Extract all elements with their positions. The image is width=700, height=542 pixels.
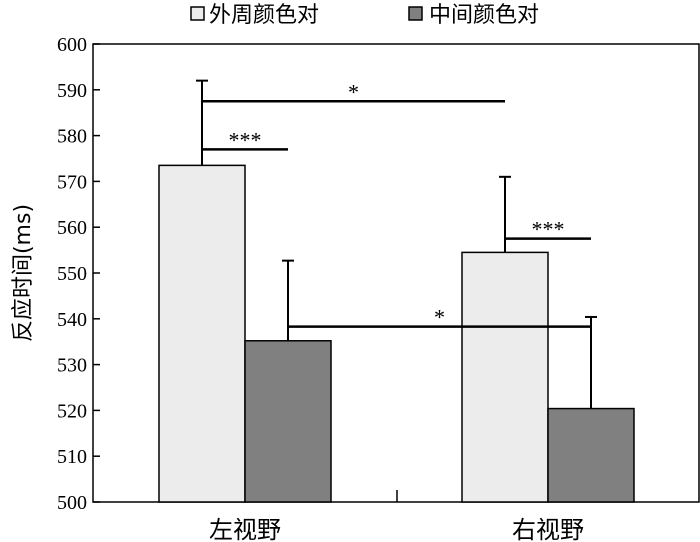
bar-middle-1 [547, 407, 635, 503]
legend-label-middle: 中间颜色对 [429, 3, 539, 28]
y-tick-label: 540 [57, 309, 87, 331]
y-tick-label: 580 [57, 126, 87, 148]
significance-label: *** [229, 127, 262, 152]
y-tick-label: 570 [57, 171, 87, 193]
y-tick-label: 600 [57, 34, 87, 56]
legend: 外周颜色对 中间颜色对 [190, 3, 539, 28]
significance-label: * [348, 79, 359, 104]
y-tick-label: 500 [57, 492, 87, 514]
x-category-label: 左视野 [209, 516, 281, 542]
y-tick-label: 590 [57, 80, 87, 102]
bar-middle-0 [244, 340, 332, 503]
y-tick-label: 560 [57, 217, 87, 239]
y-axis-label: 反应时间(ms) [11, 204, 36, 342]
significance-label: * [434, 305, 445, 330]
x-category-label: 右视野 [512, 516, 584, 542]
bar-peripheral-0 [158, 164, 246, 503]
y-tick-label: 510 [57, 446, 87, 468]
plot-area: 500 510 520 530 540 550 560 570 580 590 600 左视野 右视野 *… [57, 34, 700, 542]
bar-peripheral-1 [461, 251, 549, 503]
y-tick-label: 530 [57, 355, 87, 377]
y-tick-label: 550 [57, 263, 87, 285]
legend-label-peripheral: 外周颜色对 [209, 3, 319, 28]
legend-swatch-middle [408, 6, 423, 21]
significance-label: *** [532, 217, 565, 242]
y-tick-label: 520 [57, 400, 87, 422]
legend-swatch-peripheral [190, 6, 205, 21]
